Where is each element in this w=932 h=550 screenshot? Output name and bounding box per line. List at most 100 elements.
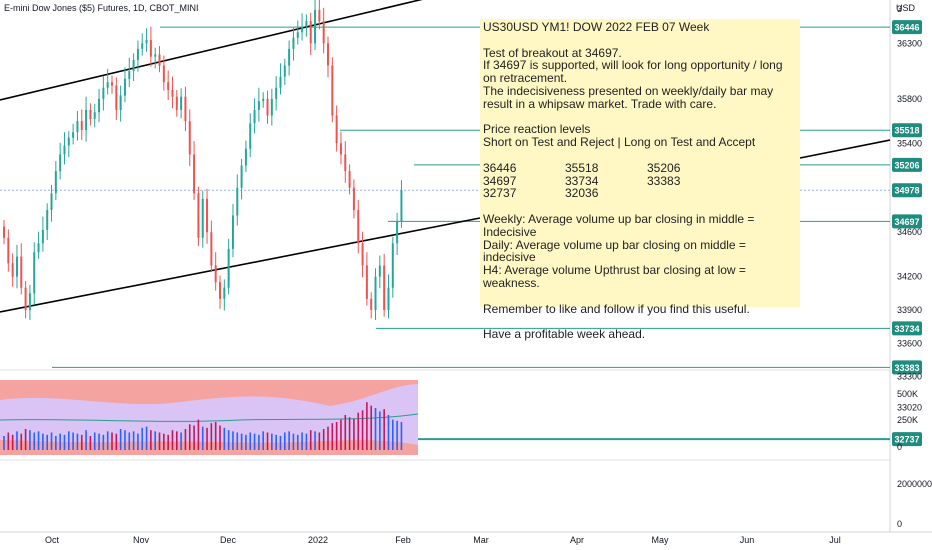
time-tick-label: Dec bbox=[220, 535, 237, 545]
candle-body bbox=[288, 48, 291, 66]
level-cell: 35206 bbox=[647, 160, 681, 175]
currency-label: USD bbox=[896, 3, 916, 13]
volume-bar bbox=[314, 431, 316, 450]
candle-body bbox=[197, 193, 200, 238]
candle-body bbox=[3, 226, 5, 238]
candle-body bbox=[89, 109, 92, 119]
candle-body bbox=[374, 276, 377, 310]
candle-body bbox=[128, 71, 131, 79]
volume-bar bbox=[154, 431, 156, 450]
volume-bar bbox=[383, 409, 385, 450]
price-level-label: 36446 bbox=[894, 23, 919, 33]
volume-bar bbox=[262, 431, 264, 450]
volume-bar bbox=[374, 408, 377, 450]
candle-body bbox=[206, 198, 209, 233]
volume-bar bbox=[249, 432, 252, 450]
volume-bar bbox=[253, 433, 256, 450]
candle-body bbox=[210, 232, 213, 266]
levels-rule: Short on Test and Reject | Long on Test … bbox=[483, 135, 756, 150]
candle-body bbox=[357, 209, 360, 244]
volume-bar bbox=[33, 432, 36, 450]
candle-body bbox=[46, 209, 49, 230]
candle-body bbox=[20, 256, 23, 288]
levels-row: 36446 35518 35206 bbox=[483, 160, 797, 175]
volume-bar bbox=[197, 419, 200, 450]
candle-body bbox=[270, 98, 273, 116]
volume-bar bbox=[284, 432, 286, 450]
price-level-label: 32737 bbox=[894, 435, 919, 445]
price-tick-label: 35800 bbox=[897, 94, 922, 104]
volume-bar bbox=[119, 429, 122, 450]
volume-bar bbox=[72, 432, 74, 450]
time-tick-label: May bbox=[651, 535, 669, 545]
candle-body bbox=[76, 121, 79, 133]
candle-body bbox=[249, 123, 252, 149]
candle-body bbox=[378, 265, 381, 277]
note-line: If 34697 is supported, will look for lon… bbox=[483, 58, 783, 73]
candle-body bbox=[149, 39, 152, 57]
price-tick-label: 33900 bbox=[897, 305, 922, 315]
candle-body bbox=[67, 137, 70, 146]
volume-bar bbox=[176, 431, 178, 450]
candle-body bbox=[98, 98, 101, 113]
volume-bar bbox=[210, 423, 213, 450]
volume-bar bbox=[219, 425, 221, 450]
candle-body bbox=[348, 171, 351, 188]
volume-bar bbox=[305, 433, 308, 450]
volume-bar bbox=[331, 423, 334, 450]
candle-body bbox=[283, 65, 286, 77]
grid bbox=[0, 0, 932, 533]
candle-body bbox=[175, 96, 178, 110]
candle-body bbox=[391, 243, 394, 288]
volume-bar bbox=[318, 432, 321, 450]
volume-bar bbox=[24, 429, 27, 450]
volume-tick-label: 0 bbox=[897, 442, 902, 452]
volume-bar bbox=[55, 436, 57, 450]
volume-bar bbox=[63, 434, 66, 450]
time-tick-label: Mar bbox=[473, 535, 489, 545]
price-level-tag bbox=[892, 432, 922, 447]
volume-bar bbox=[279, 436, 282, 450]
volume-bar bbox=[214, 422, 217, 450]
volume-bar bbox=[344, 415, 347, 450]
candles bbox=[3, 0, 403, 320]
price-tick-label: 36300 bbox=[897, 38, 922, 48]
time-tick-label: Oct bbox=[45, 535, 60, 545]
price-level-tag bbox=[892, 183, 922, 198]
candle-body bbox=[111, 82, 113, 86]
volume-bar bbox=[309, 430, 312, 450]
annotation-note[interactable]: US30USD YM1! DOW 2022 FEB 07 Week Test o… bbox=[480, 19, 800, 340]
time-tick-label: Apr bbox=[570, 535, 584, 545]
candle-body bbox=[219, 282, 221, 299]
volume-bar bbox=[201, 426, 204, 450]
candle-body bbox=[322, 21, 325, 44]
channel-upper-line bbox=[0, 0, 423, 101]
note-line: Test of breakout at 34697. bbox=[483, 45, 622, 60]
candle-body bbox=[383, 265, 386, 310]
candle-body bbox=[262, 98, 265, 102]
candle-body bbox=[296, 32, 299, 38]
candle-body bbox=[327, 43, 329, 66]
volume-bar bbox=[188, 424, 191, 450]
candle-body bbox=[11, 263, 14, 277]
price-level-tag bbox=[892, 321, 922, 336]
price-tick-label: 35400 bbox=[897, 138, 922, 148]
price-level-tag bbox=[892, 214, 922, 229]
volume-bar bbox=[322, 429, 325, 450]
volume-bar bbox=[240, 433, 243, 450]
volume-bar bbox=[150, 430, 152, 450]
note-signoff: Have a profitable week ahead. bbox=[483, 327, 646, 342]
candle-body bbox=[41, 229, 44, 244]
volume-bar bbox=[327, 426, 329, 450]
price-axis: 3683236446355183520634978346973373433383… bbox=[892, 4, 932, 529]
volume-bar bbox=[132, 431, 135, 450]
price-level-label: 35518 bbox=[894, 126, 919, 136]
volume-bar bbox=[115, 433, 118, 450]
time-tick-label: Feb bbox=[395, 535, 411, 545]
levels-heading: Price reaction levels bbox=[483, 122, 591, 137]
volume-bar bbox=[128, 432, 131, 450]
time-axis: Oct Nov Dec 2022 Feb Mar Apr May Jun Jul bbox=[45, 535, 841, 545]
candle-body bbox=[158, 54, 161, 66]
candle-body bbox=[361, 243, 364, 266]
